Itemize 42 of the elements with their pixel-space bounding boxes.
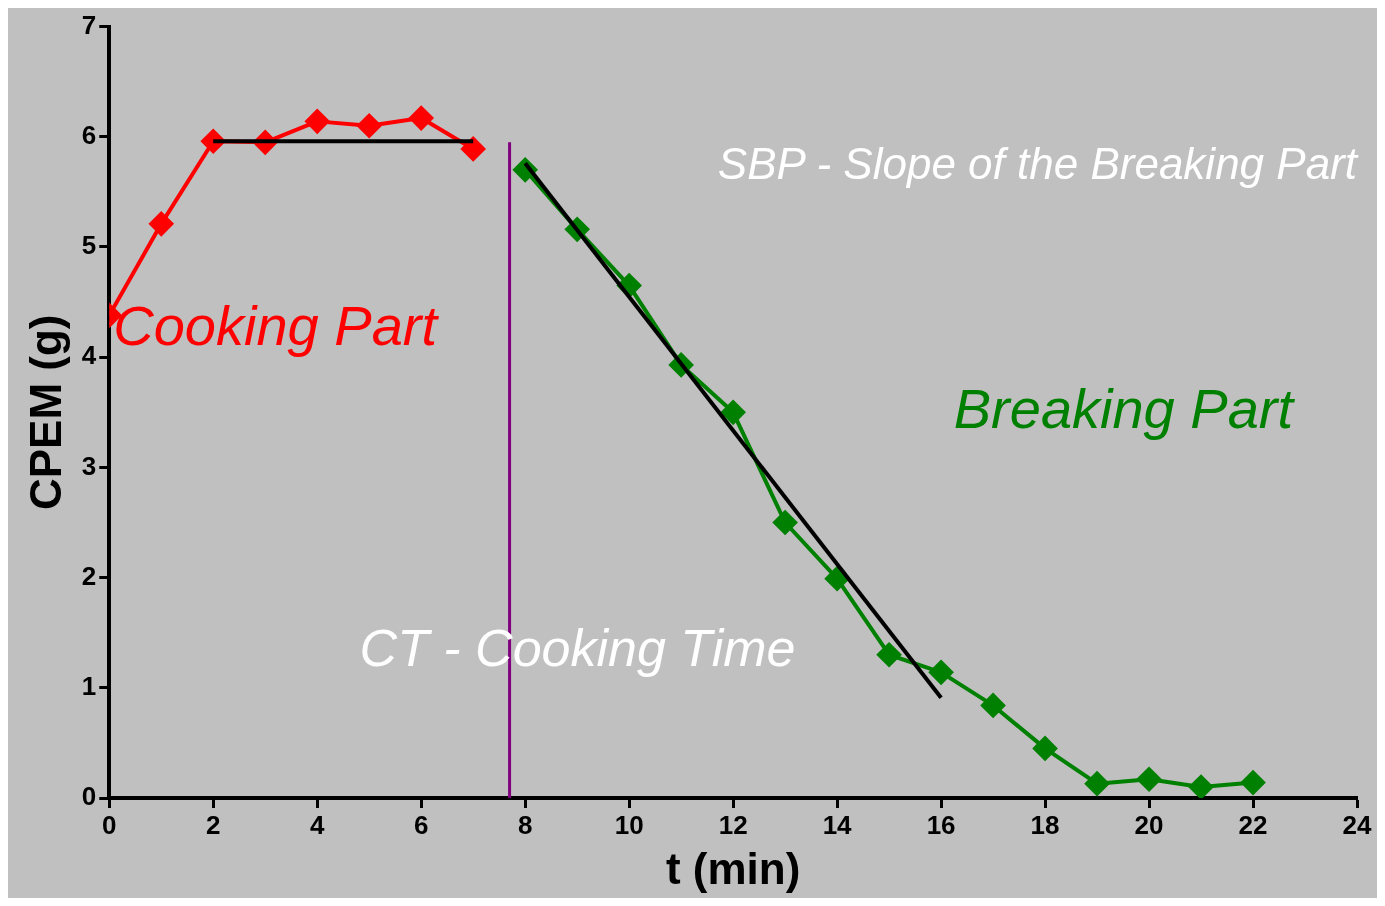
point: [877, 642, 902, 667]
x-tick-label: 6: [413, 809, 429, 840]
x-tick-label: 0: [102, 809, 117, 840]
x-tick-label: 12: [718, 809, 748, 840]
text: Breaking Part: [953, 376, 1296, 440]
y-tick-label: 3: [81, 450, 97, 481]
x-tick-label: 4: [309, 809, 325, 840]
point: [721, 400, 746, 425]
point: [1137, 767, 1162, 792]
y-tick-label: 6: [81, 119, 97, 150]
x-tick-label: 14: [822, 809, 853, 840]
point: [1241, 770, 1266, 795]
series-label: Cooking Part: [113, 293, 440, 357]
point: [461, 136, 486, 161]
point: [981, 693, 1006, 718]
y-tick-label: 5: [81, 230, 97, 261]
point: [409, 106, 434, 131]
point: [929, 660, 954, 685]
point: [149, 211, 174, 236]
point: [305, 109, 330, 134]
y-tick-label: 1: [81, 670, 97, 701]
x-tick-label: 8: [517, 809, 533, 840]
x-tick-label: 2: [206, 809, 221, 840]
point: [357, 113, 382, 138]
y-tick-label: 2: [81, 560, 97, 591]
y-tick-label: 7: [81, 9, 97, 40]
x-axis-title: t (min): [665, 843, 801, 893]
x-tick-label: 24: [1342, 809, 1372, 840]
point: [1189, 774, 1214, 798]
y-tick-label: 4: [81, 340, 97, 371]
point: [1033, 736, 1058, 761]
x-tick-label: 18: [1030, 809, 1060, 840]
point: [825, 566, 850, 591]
y-tick-label: 0: [81, 781, 97, 812]
y-axis-title: CPEM (g): [20, 314, 70, 511]
point: [1085, 771, 1110, 796]
point: [773, 510, 798, 535]
x-tick-label: 10: [614, 809, 644, 840]
x-tick-label: 16: [926, 809, 956, 840]
annotation: SBP - Slope of the Breaking Part: [717, 138, 1359, 188]
x-tick-label: 20: [1134, 809, 1164, 840]
x-tick-label: 22: [1238, 809, 1268, 840]
